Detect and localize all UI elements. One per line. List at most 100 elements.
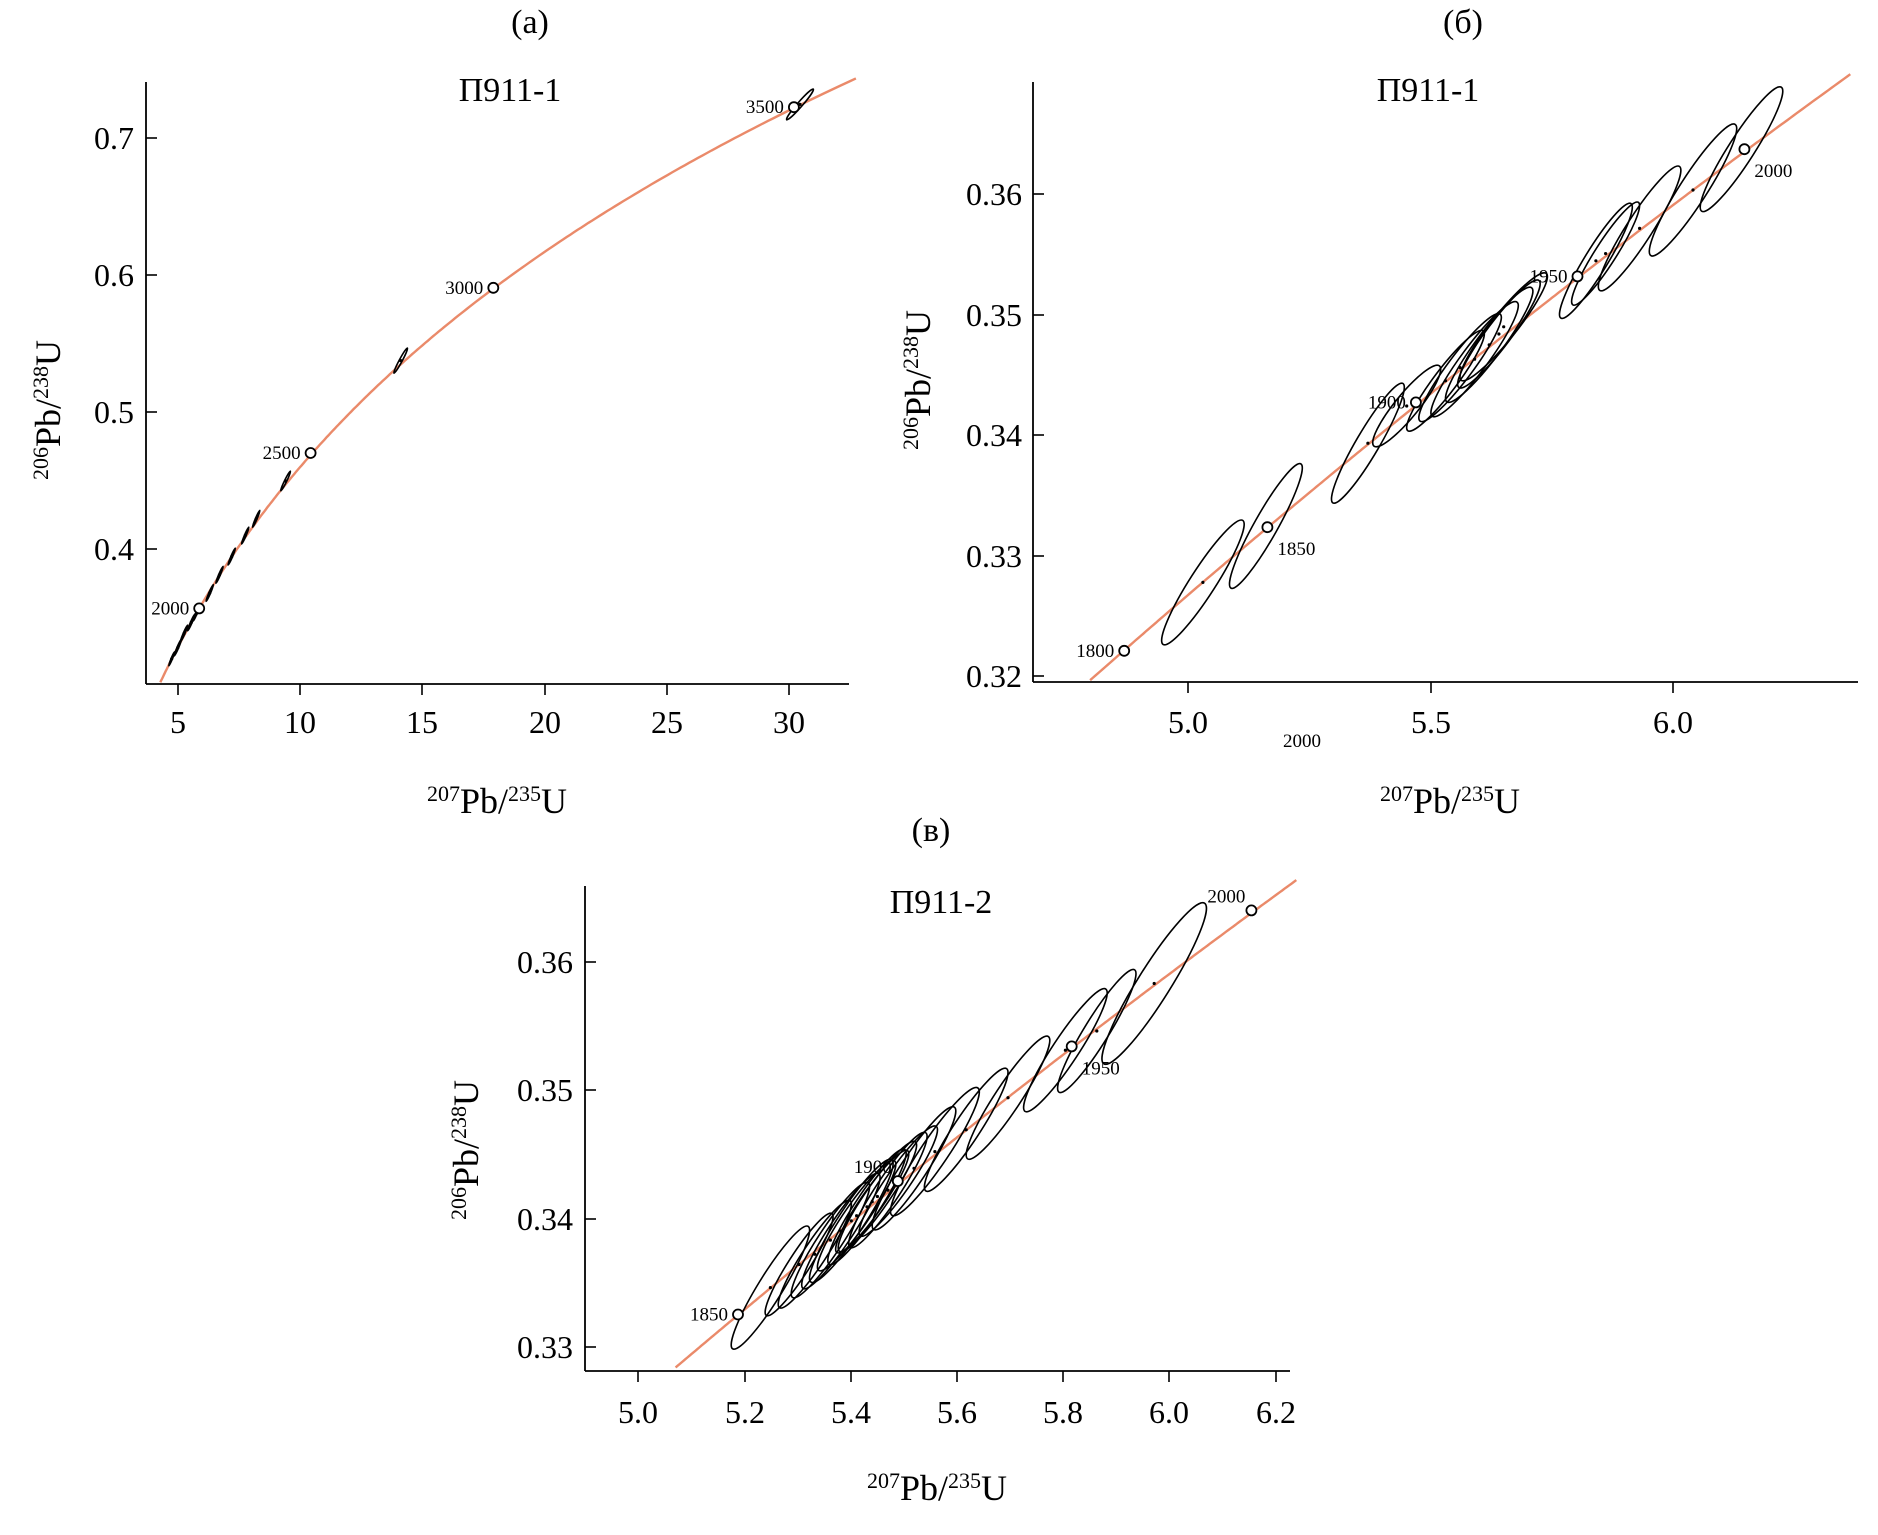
chart-c-ellipse-center: [1095, 1029, 1099, 1033]
chart-b-age-label: 1950: [1530, 266, 1568, 287]
chart-c-x-axis-title-sup: 207: [867, 1468, 900, 1493]
chart-c-age-label: 1850: [690, 1305, 728, 1326]
chart-c-x-axis-title-sup: 235: [948, 1468, 981, 1493]
chart-panel-c: (в) П911-2 5.0 5.2 5.4 5.6 5.8 6.0 6.2 0…: [446, 812, 1298, 1509]
chart-a-ellipse-center: [208, 591, 212, 595]
chart-c-error-ellipse: [847, 1131, 928, 1249]
chart-a-y-tick-label: 0.5: [94, 394, 134, 430]
chart-c-error-ellipse: [837, 1140, 918, 1253]
chart-b-age-marker: [1118, 644, 1131, 657]
chart-c-ellipse-center: [1152, 981, 1156, 986]
chart-c-y-tick-label: 0.33: [517, 1329, 573, 1365]
chart-b-error-ellipse: [1570, 201, 1641, 306]
chart-b-age-label: 1900: [1368, 392, 1406, 413]
chart-c-ellipse-center: [768, 1286, 773, 1290]
chart-b-error-ellipse: [1699, 86, 1784, 213]
chart-c-y-tick-label: 0.35: [517, 1072, 573, 1108]
chart-c-title: П911-2: [890, 884, 993, 921]
chart-a-y-tick-label: 0.7: [94, 120, 134, 156]
panel-letter-b: (б): [1443, 4, 1483, 41]
chart-c-x-tick-label: 5.8: [1043, 1394, 1083, 1430]
chart-c-age-marker: [1245, 904, 1258, 917]
chart-c-x-tick-label: 6.0: [1149, 1394, 1189, 1430]
chart-a-age-label: 3000: [445, 278, 483, 299]
panel-letter-a: (а): [511, 4, 549, 41]
chart-c-x-tick-label: 5.6: [937, 1394, 977, 1430]
chart-b-ellipse-center: [1502, 325, 1506, 329]
chart-c-age-marker: [1065, 1040, 1078, 1053]
chart-b-y-axis-title-sup: 206: [898, 417, 923, 450]
chart-b-y-axis-title-sup: 238: [898, 336, 923, 369]
chart-a-x-tick-label: 10: [284, 704, 316, 740]
chart-b-x-axis-title-base: U: [1494, 781, 1520, 821]
chart-b-x-tick-label: 5.0: [1168, 704, 1208, 740]
chart-a-concordia-curve: [159, 77, 857, 683]
chart-a-x-axis-title-base: Pb/: [460, 781, 508, 821]
chart-a-x-ticks: 5 10 15 20 25 30: [170, 684, 805, 740]
chart-c-y-axis-title-sup: 238: [446, 1106, 471, 1139]
chart-b-y-ticks: 0.32 0.33 0.34 0.35 0.36: [966, 176, 1044, 694]
chart-b-y-tick-label: 0.33: [966, 538, 1022, 574]
chart-c-error-ellipse: [923, 1067, 1009, 1193]
chart-a-x-tick-label: 5: [170, 704, 186, 740]
chart-c-y-axis-title-sup: 206: [446, 1187, 471, 1220]
chart-c-x-ticks: 5.0 5.2 5.4 5.6 5.8 6.0 6.2: [618, 1371, 1296, 1430]
chart-a-age-markers: 2000 2500 3000 3500: [151, 97, 800, 619]
chart-a-x-tick-label: 25: [651, 704, 683, 740]
chart-b-title: П911-1: [1377, 72, 1480, 109]
chart-b-ellipse-center: [1604, 252, 1608, 256]
chart-b-concordia-curve: [1089, 73, 1852, 682]
chart-c-error-ellipse: [1022, 987, 1108, 1113]
chart-c-error-ellipse: [965, 1035, 1051, 1161]
chart-a-title: П911-1: [459, 72, 562, 109]
chart-b-age-marker: [1261, 521, 1274, 534]
chart-b-ellipse-center: [1638, 226, 1642, 230]
chart-c-ellipses: [730, 901, 1208, 1350]
chart-a-y-tick-label: 0.4: [94, 531, 134, 567]
chart-b-y-axis-title: 206Pb/238U: [898, 310, 939, 450]
chart-a-y-axis-title-base: Pb/: [28, 399, 68, 447]
chart-a-ellipse-center: [230, 555, 234, 559]
chart-c-ellipse-center: [828, 1238, 833, 1242]
chart-c-x-tick-label: 6.2: [1256, 1394, 1296, 1430]
chart-c-x-axis-title: 207Pb/235U: [867, 1468, 1007, 1509]
chart-b-y-tick-label: 0.36: [966, 176, 1022, 212]
chart-b-error-ellipse: [1160, 519, 1245, 646]
chart-a-x-tick-label: 30: [773, 704, 805, 740]
chart-a-x-axis-title-sup: 207: [427, 781, 460, 806]
chart-c-ellipse-center: [1006, 1096, 1010, 1100]
chart-a-age-label: 2500: [263, 443, 301, 464]
chart-a-age-label: 2000: [151, 598, 189, 619]
chart-a-age-marker: [193, 602, 206, 615]
chart-a-x-axis-title-base: U: [541, 781, 567, 821]
chart-b-error-ellipse: [1228, 462, 1304, 590]
chart-b-error-ellipse: [1330, 382, 1406, 505]
chart-b-age-marker: [1738, 143, 1751, 156]
chart-a-error-ellipse: [785, 88, 815, 121]
chart-b-stray-label: 2000: [1283, 731, 1321, 752]
chart-a-x-axis-title-sup: 235: [508, 781, 541, 806]
chart-b-y-axis-title-base: Pb/: [898, 369, 938, 417]
chart-b-x-tick-label: 5.5: [1411, 704, 1451, 740]
chart-c-y-axis-title: 206Pb/238U: [446, 1080, 487, 1220]
chart-a-ellipse-center: [243, 534, 247, 538]
chart-b-error-ellipse: [1371, 364, 1442, 448]
chart-c-ellipse-center: [964, 1128, 968, 1132]
chart-a-ellipse-center: [176, 646, 180, 650]
chart-b-y-tick-label: 0.34: [966, 417, 1022, 453]
chart-a-x-axis-title: 207Pb/235U: [427, 781, 567, 822]
chart-b-age-label: 1800: [1076, 641, 1114, 662]
chart-b-ellipse-center: [1497, 332, 1501, 336]
chart-c-ellipse-center: [1063, 1048, 1067, 1052]
chart-b-ellipse-center: [1487, 343, 1491, 347]
chart-c-ellipse-center: [933, 1150, 937, 1154]
chart-c-error-ellipse: [871, 1105, 957, 1231]
chart-b-ellipse-center: [1201, 580, 1205, 585]
chart-c-age-label: 1950: [1082, 1058, 1120, 1079]
chart-panel-a: (а) П911-1 5 10 15 20 25 30 0.4 0.5 0.6: [28, 4, 857, 822]
chart-b-age-marker: [1410, 396, 1422, 409]
chart-c-y-ticks: 0.33 0.34 0.35 0.36: [517, 944, 596, 1365]
chart-a-y-tick-label: 0.6: [94, 257, 134, 293]
chart-b-error-ellipse: [1558, 202, 1634, 320]
